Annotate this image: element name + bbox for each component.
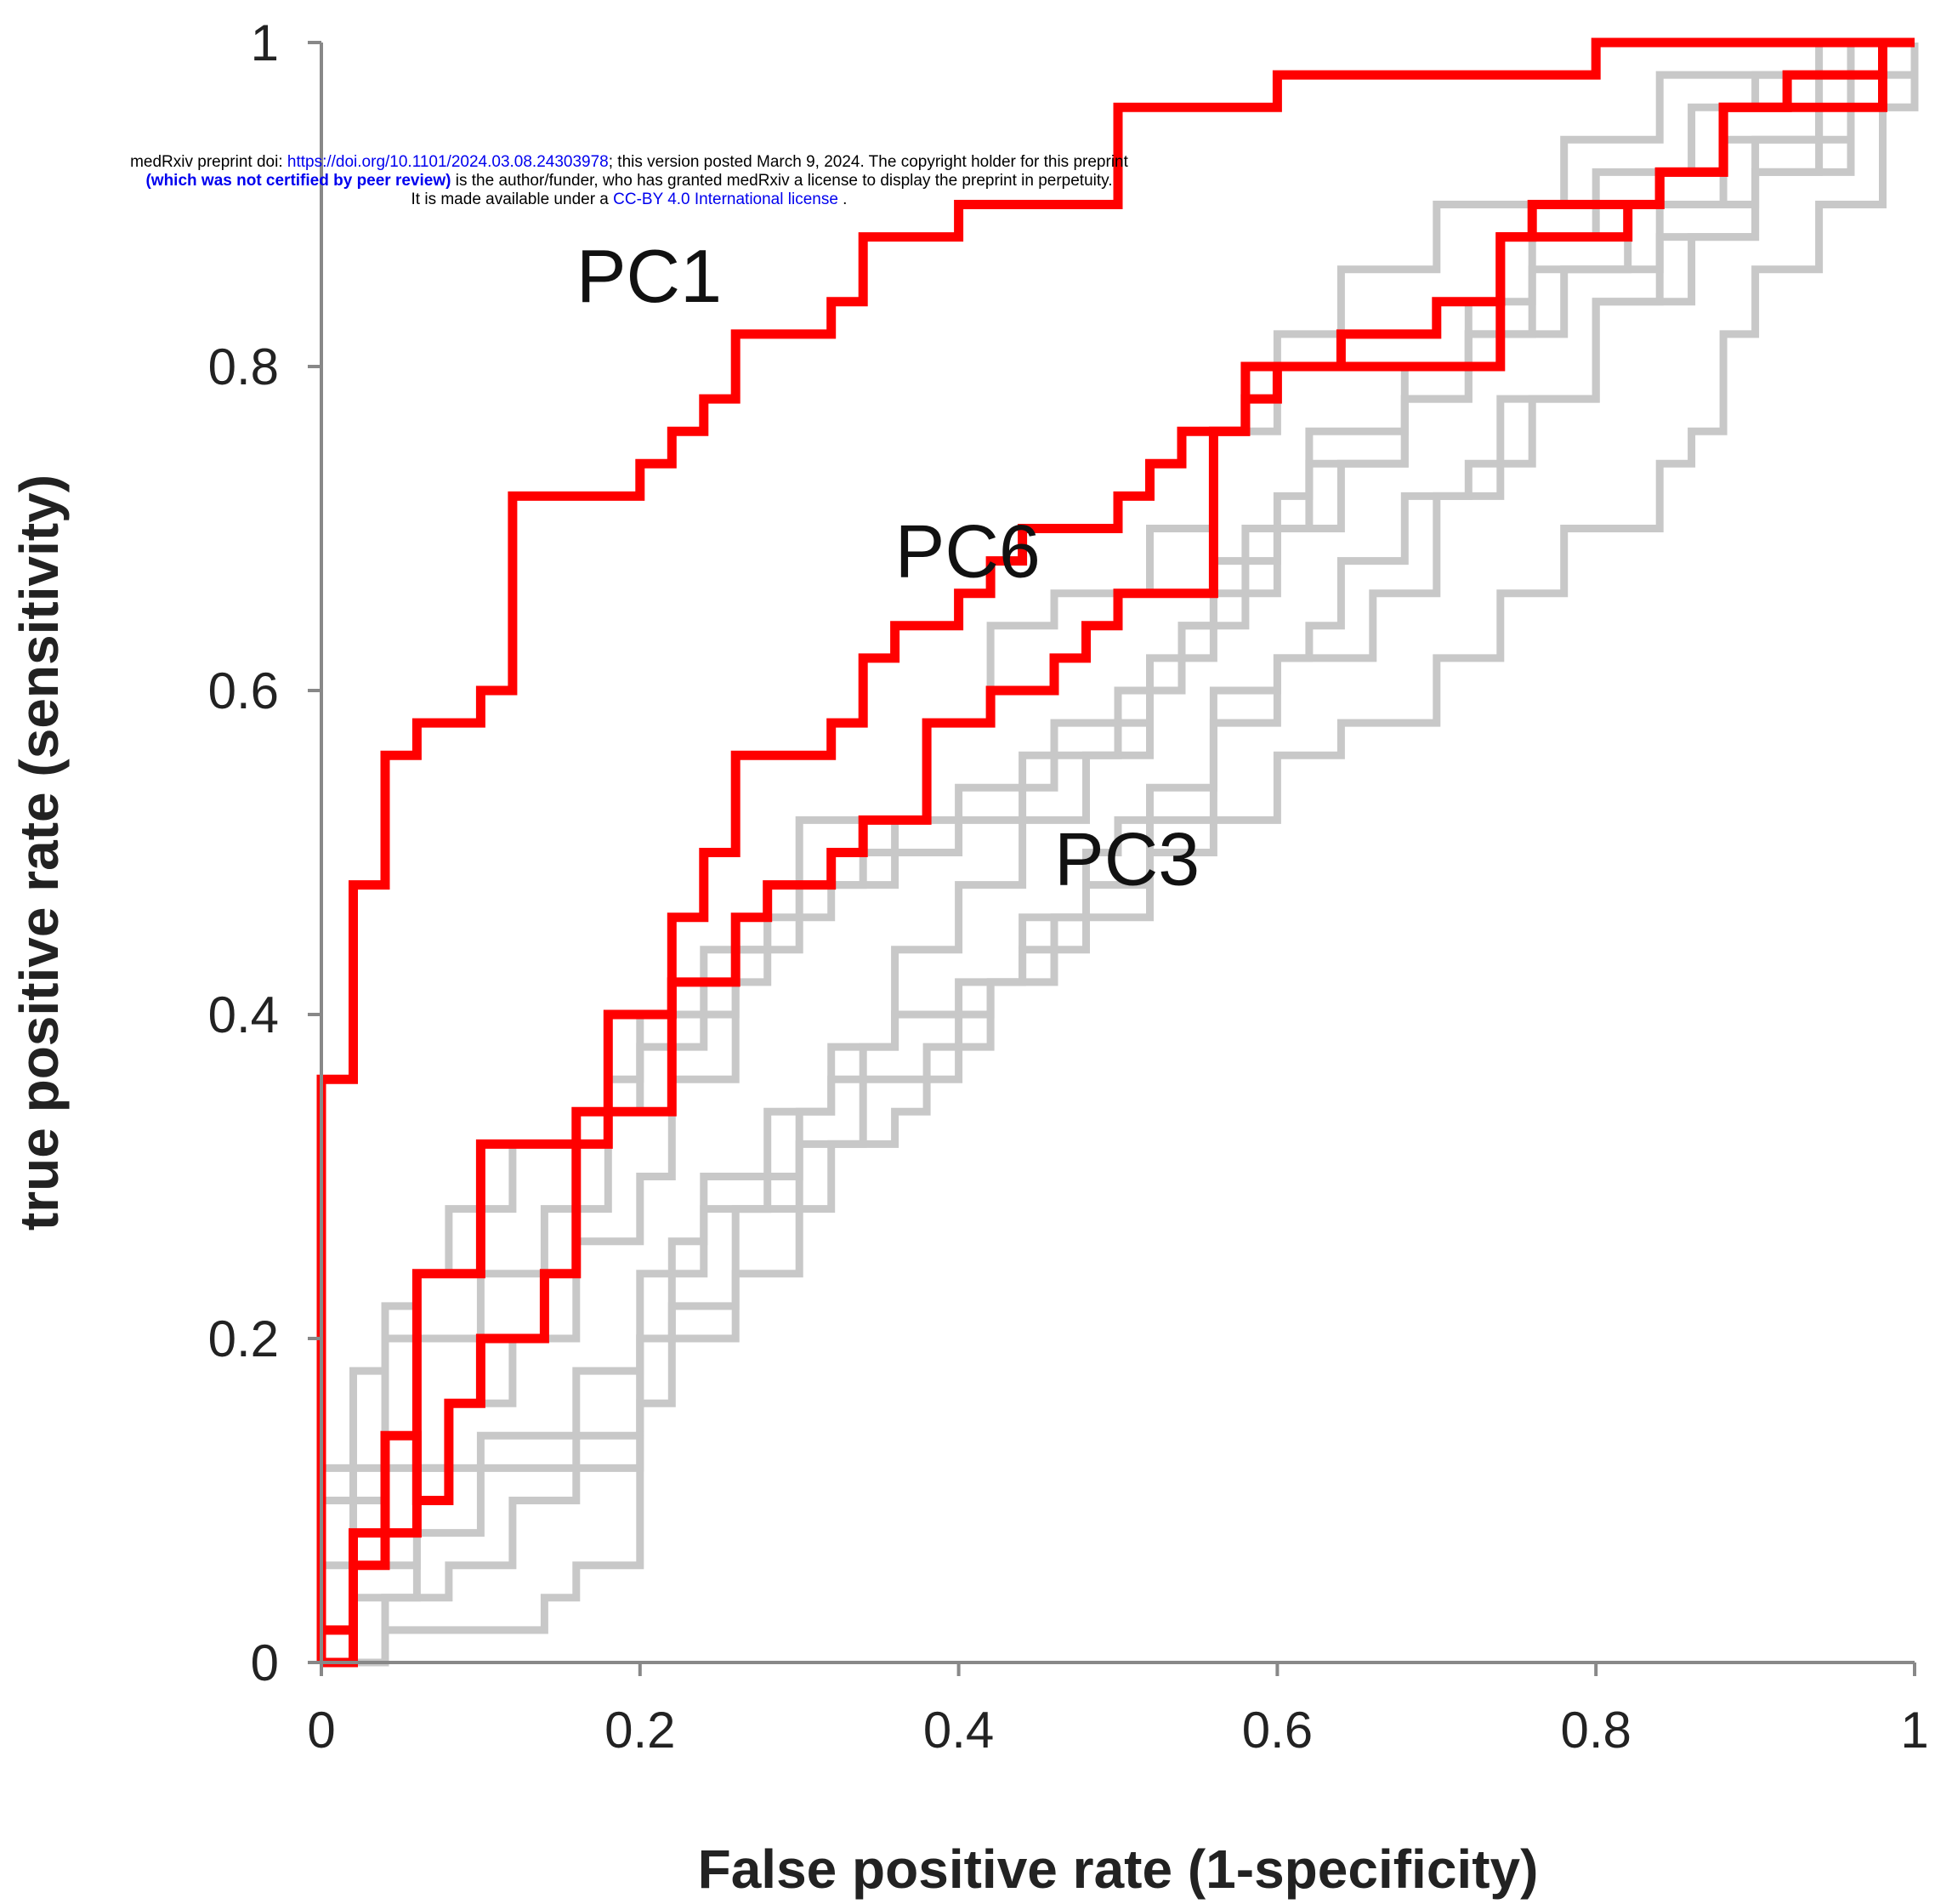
curve-label-pc6: PC6 — [895, 509, 1041, 594]
y-tick-label: 0 — [251, 1634, 279, 1691]
roc-curve-pc6 — [316, 37, 1915, 1662]
roc-curve-pc3 — [321, 37, 1915, 1668]
doi-link[interactable]: https://doi.org/10.1101/2024.03.08.24303… — [287, 153, 609, 171]
license-prefix: It is made available under a — [411, 190, 614, 208]
roc-curve-pc1 — [316, 37, 1915, 1662]
y-axis-title: true positive rate (sensitivity) — [9, 475, 70, 1230]
header-doi-prefix: medRxiv preprint doi: — [130, 153, 287, 171]
highlighted-roc-curves — [316, 37, 1915, 1668]
preprint-header: medRxiv preprint doi: https://doi.org/10… — [0, 153, 1258, 209]
header-line-2: (which was not certified by peer review)… — [0, 172, 1258, 190]
license-suffix: . — [837, 190, 848, 208]
header-line-3: It is made available under a CC-BY 4.0 I… — [0, 190, 1258, 209]
license-link[interactable]: CC-BY 4.0 International license — [613, 190, 838, 208]
x-axis-title: False positive rate (1-specificity) — [698, 1839, 1539, 1900]
peer-review-notice[interactable]: (which was not certified by peer review) — [145, 172, 451, 190]
y-tick-label: 0.6 — [208, 662, 279, 719]
x-tick-label: 0.6 — [1242, 1702, 1313, 1759]
header-line-1: medRxiv preprint doi: https://doi.org/10… — [0, 153, 1258, 172]
license-grant-text: is the author/funder, who has granted me… — [451, 172, 1113, 190]
x-tick-label: 0 — [307, 1702, 335, 1759]
x-tick-label: 0.8 — [1560, 1702, 1631, 1759]
x-tick-label: 0.4 — [923, 1702, 994, 1759]
roc-curve-background — [321, 43, 1919, 1667]
curve-label-pc3: PC3 — [1054, 817, 1200, 901]
curve-label-pc1: PC1 — [576, 234, 722, 318]
y-tick-label: 1 — [251, 14, 279, 71]
axis-ticks: 0 0.2 0.4 0.6 0.8 1 0 0.2 0.4 0.6 0.8 1 — [208, 14, 1929, 1759]
roc-curve-background — [317, 38, 1915, 1662]
y-tick-label: 0.4 — [208, 986, 279, 1043]
curve-labels: PC1 PC6 PC3 — [576, 234, 1200, 901]
y-tick-label: 0.2 — [208, 1310, 279, 1367]
header-posted-text: ; this version posted March 9, 2024. The… — [608, 153, 1128, 171]
x-tick-label: 0.2 — [604, 1702, 675, 1759]
y-tick-label: 0.8 — [208, 338, 279, 395]
x-tick-label: 1 — [1900, 1702, 1928, 1759]
